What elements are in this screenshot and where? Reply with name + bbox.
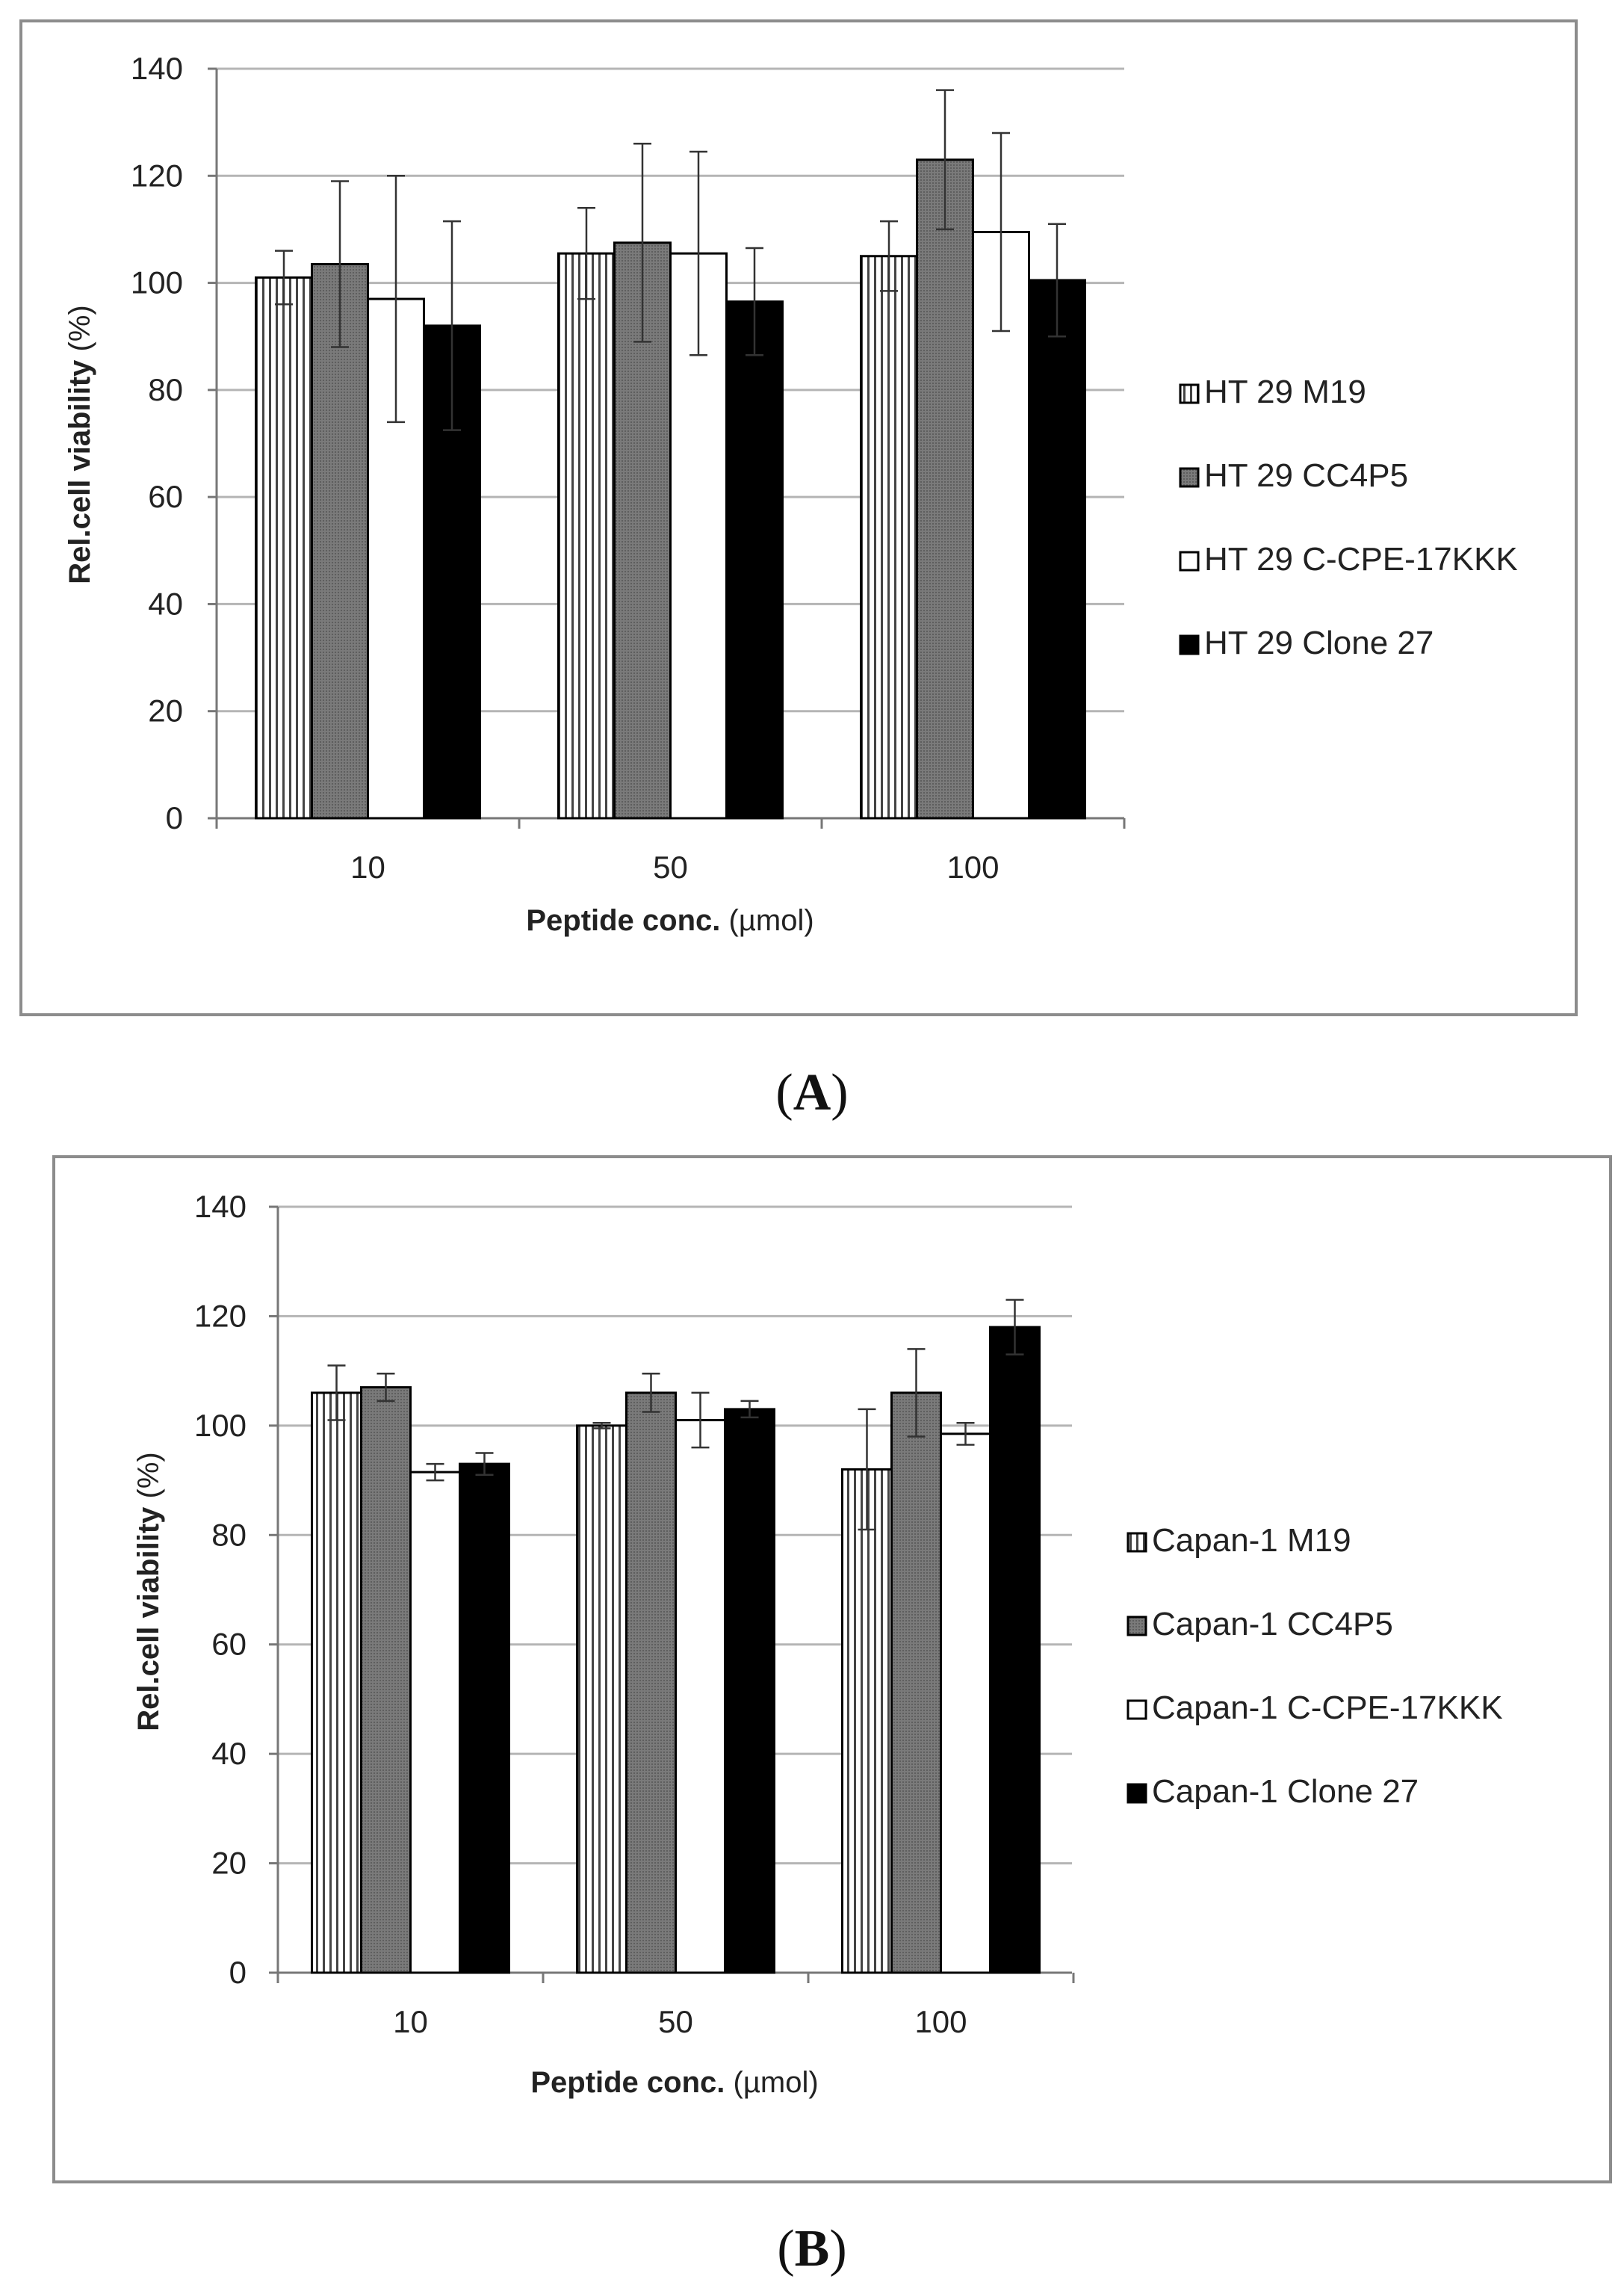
panel-b-bar	[841, 1468, 893, 1974]
panel-b-bar	[890, 1391, 942, 1974]
panel-b-legend-swatch	[1126, 1783, 1147, 1804]
panel-a-bar	[725, 300, 784, 820]
panel-b-bar	[625, 1391, 677, 1974]
panel-b-bar	[576, 1424, 627, 1974]
panel-a-legend-swatch	[1179, 383, 1200, 404]
panel-b-legend-label: Capan-1 M19	[1152, 1522, 1351, 1559]
panel-a-x-tick-label: 10	[350, 850, 385, 885]
panel-a-caption: (A)	[775, 1064, 848, 1122]
panel-b-y-tick-label: 40	[211, 1736, 247, 1771]
panel-b-frame	[52, 1155, 1612, 2183]
panel-b-y-tick-label: 140	[194, 1189, 247, 1224]
panel-a-y-tick-label: 40	[148, 586, 183, 621]
panel-a-x-axis-label: Peptide conc. (µmol)	[526, 904, 813, 937]
panel-a-legend-label: HT 29 M19	[1204, 374, 1366, 410]
panel-b-x-axis-label: Peptide conc. (µmol)	[530, 2066, 818, 2099]
panel-b-y-axis-unit: (%)	[132, 1452, 165, 1506]
panel-a-bar	[1028, 279, 1086, 820]
panel-a-letter: A	[793, 1064, 831, 1122]
panel-a-y-tick-label: 80	[148, 372, 183, 407]
panel-b-legend-label: Capan-1 C-CPE-17KKK	[1152, 1689, 1503, 1726]
panel-a-x-tick-label: 50	[653, 850, 688, 885]
panel-a-y-tick-label: 60	[148, 479, 183, 514]
panel-b-bar	[989, 1326, 1041, 1974]
panel-a-y-tick-label: 100	[131, 265, 183, 300]
panel-a-bar	[916, 158, 974, 820]
panel-b-y-tick-label: 20	[211, 1846, 247, 1881]
panel-b-x-axis-unit: (µmol)	[725, 2066, 818, 2099]
panel-b-legend-swatch	[1126, 1699, 1147, 1720]
panel-b-letter: B	[795, 2220, 830, 2278]
panel-b-y-tick-label: 120	[194, 1298, 247, 1333]
panel-b-bar	[409, 1471, 461, 1974]
panel-b-y-axis-label: Rel.cell viability (%)	[132, 1452, 165, 1731]
panel-a-bar	[860, 255, 918, 820]
panel-a-y-axis-unit: (%)	[63, 305, 96, 359]
panel-b-chart: 0 20 40 60 80 100 120 140 10 50 100 Peptide conc. (…	[132, 1189, 1503, 2099]
panel-b-x-tick-label: 10	[393, 2004, 428, 2039]
panel-a-x-tick-label: 100	[946, 850, 999, 885]
panel-b-legend-swatch	[1126, 1532, 1147, 1553]
panel-b-caption: (B)	[777, 2220, 846, 2278]
panel-b-x-tick-label: 100	[914, 2004, 967, 2039]
panel-b-legend-label: Capan-1 CC4P5	[1152, 1606, 1393, 1642]
panel-a-legend-label: HT 29 Clone 27	[1204, 625, 1434, 661]
panel-a-frame	[19, 19, 1578, 1016]
panel-a-legend-label: HT 29 CC4P5	[1204, 457, 1408, 494]
panel-a-bar	[557, 252, 616, 820]
panel-a-y-axis-label: Rel.cell viability (%)	[63, 305, 96, 584]
panel-b-bar	[311, 1391, 362, 1974]
panel-a-y-tick-label: 0	[166, 800, 183, 835]
panel-b-legend-swatch	[1126, 1616, 1147, 1636]
panel-b-y-tick-label: 0	[229, 1955, 247, 1990]
panel-a-x-axis-unit: (µmol)	[720, 904, 813, 937]
panel-b-bar	[675, 1419, 726, 1974]
panel-a-y-tick-label: 120	[131, 158, 183, 193]
panel-b-y-tick-label: 60	[211, 1627, 247, 1662]
panel-a-legend-swatch	[1179, 467, 1200, 488]
panel-b-x-tick-label: 50	[658, 2004, 693, 2039]
panel-a-chart: 0 20 40 60 80 100 120 140 10 50 100 Peptide conc. (…	[63, 51, 1518, 937]
panel-a-y-tick-label: 20	[148, 693, 183, 729]
panel-b-bar	[940, 1432, 991, 1974]
panel-b-y-tick-label: 80	[211, 1517, 247, 1552]
panel-a-legend-label: HT 29 C-CPE-17KKK	[1204, 541, 1518, 578]
panel-a-legend-swatch	[1179, 634, 1200, 655]
panel-b-bar	[459, 1462, 510, 1974]
panel-b-bar	[360, 1386, 412, 1974]
panel-a-legend-swatch	[1179, 551, 1200, 572]
panel-b-bar	[724, 1408, 775, 1974]
panel-b-y-tick-label: 100	[194, 1408, 247, 1443]
panel-b-legend-label: Capan-1 Clone 27	[1152, 1773, 1419, 1810]
panel-a-bar	[255, 276, 313, 820]
panel-a-y-tick-label: 140	[131, 51, 183, 86]
